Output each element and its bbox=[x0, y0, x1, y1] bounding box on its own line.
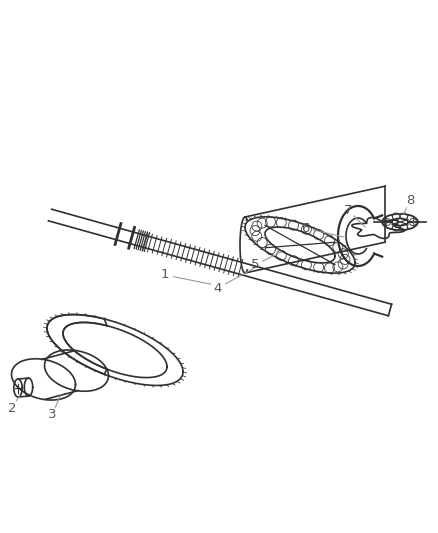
Text: 5: 5 bbox=[251, 259, 259, 271]
Text: 6: 6 bbox=[301, 222, 309, 235]
Text: 4: 4 bbox=[214, 281, 222, 295]
Text: 8: 8 bbox=[406, 193, 414, 206]
Text: 7: 7 bbox=[344, 204, 352, 216]
Text: 3: 3 bbox=[48, 408, 56, 422]
Text: 2: 2 bbox=[8, 401, 16, 415]
Text: 1: 1 bbox=[161, 269, 169, 281]
